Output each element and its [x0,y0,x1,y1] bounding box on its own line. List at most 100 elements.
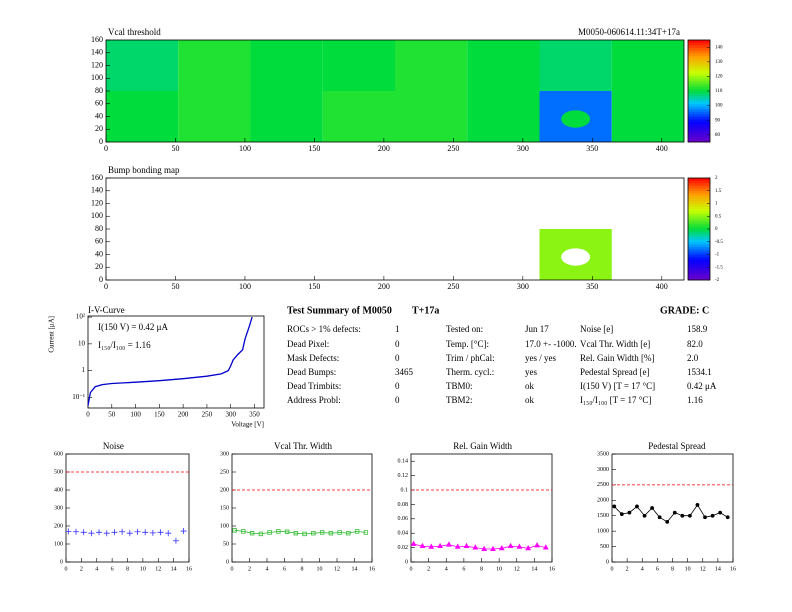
marker [680,513,685,518]
x-tick-label: 4 [641,566,644,572]
colorbar-label: 2 [715,176,718,181]
y-tick-label: 0.08 [398,502,409,508]
marker [103,530,110,537]
marker [672,510,677,515]
colorbar-step [688,113,710,117]
colorbar-step [688,229,710,232]
colorbar-label: 1.5 [715,189,722,194]
marker [665,519,670,524]
colorbar-step [688,60,710,64]
colorbar-step [688,47,710,51]
colorbar-step [688,50,710,54]
colorbar-step [688,221,710,225]
plot-frame [87,315,265,409]
y-tick-label: 100 [91,73,103,82]
x-tick-label: 250 [447,282,459,291]
x-tick-label: 14 [715,566,721,572]
y-tick-label: 2500 [597,482,609,488]
summary-value: yes [525,367,537,377]
y-tick-label: 600 [54,451,63,457]
heatmap-cell [178,91,251,142]
summary-value: 3465 [395,367,414,377]
y-tick-label: 0 [405,559,408,565]
annotation: I₁₅₀/I₁₀₀ = 1.16 [98,340,151,350]
colorbar-step [688,68,710,71]
y-tick-label: 120 [91,60,103,69]
colorbar-step [688,45,710,48]
x-tick-label: 16 [369,566,375,572]
colorbar-step [688,91,710,94]
plot-frame [410,453,553,563]
plot-frame [105,39,685,143]
x-tick-label: 2 [626,566,629,572]
summary-value: 0 [395,381,400,391]
y-tick-label: 1 [82,366,86,374]
colorbar-step [688,249,710,253]
colorbar-step [688,183,710,186]
marker [328,531,334,536]
chart-subtitle: M0050-060614.11:34T+17a [578,27,680,37]
colorbar-step [688,198,710,202]
summary-tag: T+17a [412,305,439,316]
summary-value: ok [525,395,535,405]
colorbar-step [688,116,710,120]
summary-label: Therm. cycl.: [446,367,494,377]
y-tick-label: 250 [220,469,229,475]
y-tick-label: 3000 [597,467,609,473]
chart-title: Vcal Thr. Width [274,441,333,451]
colorbar-step [688,193,710,197]
x-tick-label: 350 [586,282,598,291]
summary-value: 2.0 [687,353,699,363]
marker [142,529,149,536]
marker [302,531,307,537]
heatmap-cell [611,40,684,91]
x-tick-label: 150 [308,144,320,153]
colorbar-step [688,244,710,248]
marker [446,541,452,547]
x-tick-label: 10 [317,566,323,572]
colorbar-step [688,259,710,263]
marker [481,545,488,551]
marker [718,510,723,515]
colorbar-step [688,85,710,89]
x-tick-label: 12 [334,566,340,572]
heatmap-cell [611,91,684,142]
y-tick-label: 0.04 [398,531,409,537]
y-tick-label: 100 [54,541,63,547]
x-tick-label: 0 [611,566,614,572]
x-tick-label: 0 [410,566,413,572]
marker [525,544,532,551]
x-tick-label: 16 [186,566,192,572]
y-tick-label: 40 [95,111,103,120]
marker [463,542,470,549]
y-tick-label: 300 [220,451,229,457]
x-tick-label: 300 [517,144,529,153]
colorbar-step [688,52,710,56]
y-tick-label: 80 [95,224,103,233]
colorbar-step [688,267,710,271]
marker [258,531,264,537]
colorbar-step [688,200,710,204]
x-tick-label: 2 [248,566,251,572]
colorbar-step [688,108,710,112]
x-tick-label: 0 [104,144,108,153]
colorbar-label: 110 [715,89,723,94]
colorbar-step [688,111,710,115]
marker [650,506,654,510]
colorbar-step [688,188,710,192]
x-tick-label: 4 [445,566,448,572]
x-tick-label: 10 [496,566,502,572]
y-tick-label: 160 [91,35,103,44]
x-tick-label: 100 [239,282,251,291]
y-tick-label: 10⁻¹ [72,393,85,401]
summary-label: Dead Bumps: [287,367,336,377]
colorbar-label: -1 [715,253,720,258]
colorbar-step [688,126,710,130]
colorbar-step [688,103,710,107]
summary-label: Trim / phCal: [446,353,495,363]
y-tick-label: 0 [99,275,103,284]
marker [319,530,325,535]
x-tick-label: 100 [130,411,141,419]
x-tick-label: 50 [108,411,116,419]
x-tick-label: 300 [517,282,529,291]
